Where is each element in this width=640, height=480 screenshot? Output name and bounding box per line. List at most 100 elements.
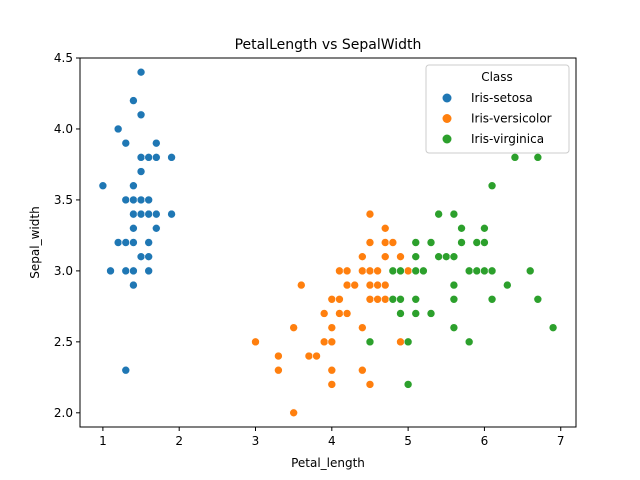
- data-point: [388, 266, 398, 276]
- data-point: [480, 238, 489, 247]
- data-point: [449, 323, 459, 332]
- y-tick-label: 2.5: [54, 335, 73, 349]
- data-point: [152, 209, 161, 219]
- data-point: [121, 238, 131, 247]
- data-point: [358, 266, 367, 276]
- data-point: [136, 110, 146, 120]
- data-point: [152, 138, 161, 148]
- axes-frame: [79, 57, 577, 428]
- y-axis-title: Sepal_width: [28, 206, 42, 278]
- x-tick-label: 5: [404, 434, 412, 448]
- y-tick-label: 2.0: [54, 406, 73, 420]
- data-point: [487, 266, 497, 276]
- data-point: [388, 294, 398, 304]
- data-point: [350, 280, 360, 290]
- data-point: [144, 252, 153, 261]
- data-point: [136, 252, 146, 261]
- data-point: [121, 195, 131, 205]
- data-point: [510, 153, 520, 162]
- data-point: [327, 323, 337, 332]
- data-point: [449, 209, 459, 219]
- data-point: [121, 138, 131, 148]
- data-point: [136, 167, 146, 176]
- data-point: [144, 238, 153, 247]
- data-point: [449, 280, 459, 290]
- data-point: [144, 266, 153, 276]
- data-point: [396, 309, 405, 318]
- data-point: [365, 280, 375, 290]
- data-point: [289, 408, 298, 418]
- data-point: [503, 280, 512, 290]
- data-point: [152, 153, 161, 162]
- data-point: [396, 294, 405, 304]
- y-axis: 2.0 2.5 3.0 3.5 4.0 4.5: [54, 51, 80, 420]
- data-point: [274, 351, 283, 361]
- data-point: [403, 337, 413, 347]
- data-point: [411, 252, 421, 261]
- data-point: [449, 294, 459, 304]
- data-point: [289, 323, 298, 332]
- data-point: [136, 153, 146, 162]
- data-point: [342, 280, 352, 290]
- data-point: [380, 252, 390, 261]
- data-point: [365, 238, 375, 247]
- data-point: [487, 294, 497, 304]
- data-point: [388, 238, 398, 247]
- data-point: [396, 252, 405, 261]
- data-point: [403, 266, 413, 276]
- data-point: [373, 294, 382, 304]
- x-tick-label: 7: [557, 434, 565, 448]
- legend-label: Iris-setosa: [471, 91, 533, 105]
- data-point: [342, 266, 352, 276]
- data-point: [373, 266, 382, 276]
- data-point: [533, 294, 543, 304]
- data-point: [472, 238, 482, 247]
- data-point: [129, 209, 138, 219]
- data-point: [449, 252, 459, 261]
- legend-marker: [442, 93, 452, 103]
- data-point: [274, 365, 283, 375]
- data-point: [419, 266, 428, 276]
- data-point: [342, 309, 352, 318]
- data-point: [426, 238, 436, 247]
- legend-label: Iris-versicolor: [471, 112, 552, 126]
- data-point: [365, 209, 375, 219]
- data-point: [457, 238, 466, 247]
- data-point: [144, 209, 153, 219]
- data-point: [403, 380, 413, 389]
- data-point: [167, 209, 176, 219]
- data-point: [464, 337, 474, 347]
- data-point: [319, 309, 329, 318]
- data-point: [136, 209, 146, 219]
- data-point: [121, 266, 131, 276]
- data-point: [251, 337, 260, 347]
- data-point: [441, 252, 451, 261]
- data-point: [472, 266, 482, 276]
- data-point: [380, 238, 390, 247]
- data-point: [327, 380, 337, 389]
- data-point: [426, 309, 436, 318]
- data-point: [380, 294, 390, 304]
- data-point: [335, 266, 344, 276]
- x-tick-label: 6: [481, 434, 489, 448]
- data-point: [487, 181, 497, 191]
- data-point: [358, 365, 367, 375]
- x-tick-label: 4: [328, 434, 336, 448]
- series-iris-versicolor: [251, 209, 421, 418]
- data-point: [129, 266, 138, 276]
- legend: Class Iris-setosa Iris-versicolor Iris-vir…: [425, 64, 570, 154]
- series-iris-virginica: [365, 153, 558, 389]
- data-point: [457, 224, 466, 233]
- data-point: [319, 337, 329, 347]
- data-point: [129, 181, 138, 191]
- data-point: [411, 266, 421, 276]
- data-point: [129, 280, 138, 290]
- data-point: [144, 195, 153, 205]
- data-point: [98, 181, 108, 191]
- plot-area: [98, 67, 558, 418]
- data-point: [380, 280, 390, 290]
- data-point: [365, 337, 375, 347]
- data-point: [113, 238, 123, 247]
- data-point: [335, 294, 344, 304]
